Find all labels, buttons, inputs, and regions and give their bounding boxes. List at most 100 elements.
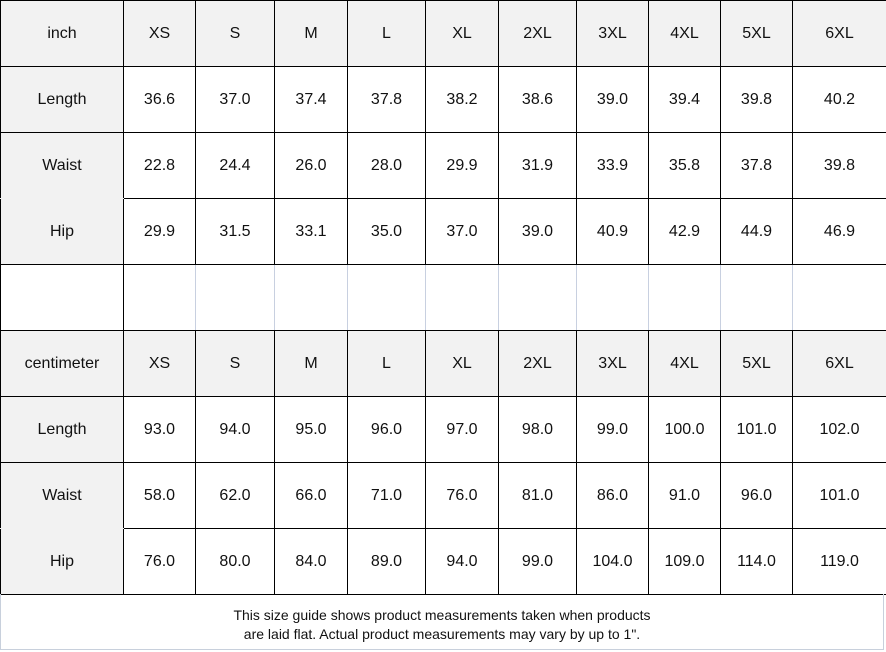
empty-cell [425,264,499,331]
empty-cell [576,264,649,331]
empty-cell [792,264,886,331]
size-header: XL [425,0,499,67]
empty-cell [347,264,426,331]
measurement-value: 101.0 [720,396,793,463]
measurement-value: 102.0 [792,396,886,463]
measurement-value: 80.0 [195,528,275,595]
measurement-value: 35.8 [648,132,721,199]
measurement-value: 100.0 [648,396,721,463]
empty-cell [498,264,577,331]
size-header: L [347,0,426,67]
size-header: 2XL [498,330,577,397]
row-label: Hip [0,528,124,595]
measurement-value: 29.9 [123,198,196,265]
measurement-value: 95.0 [274,396,348,463]
measurement-value: 97.0 [425,396,499,463]
measurement-value: 99.0 [576,396,649,463]
measurement-value: 86.0 [576,462,649,529]
measurement-value: 39.8 [792,132,886,199]
measurement-value: 76.0 [123,528,196,595]
size-header: M [274,330,348,397]
measurement-row: Waist 58.0 62.0 66.0 71.0 76.0 81.0 86.0 91.0 96.… [0,462,886,529]
row-label: Waist [0,462,124,529]
measurement-value: 22.8 [123,132,196,199]
size-guide-note: This size guide shows product measuremen… [0,594,884,650]
measurement-value: 39.4 [648,66,721,133]
empty-cell [648,264,721,331]
measurement-value: 104.0 [576,528,649,595]
measurement-value: 42.9 [648,198,721,265]
header-row: inch XS S M L XL 2XL 3XL 4XL 5XL 6XL [0,0,886,67]
size-header: 3XL [576,0,649,67]
measurement-value: 84.0 [274,528,348,595]
size-header: 2XL [498,0,577,67]
measurement-value: 39.0 [576,66,649,133]
measurement-value: 28.0 [347,132,426,199]
size-header: 5XL [720,330,793,397]
spacer-row [0,264,886,331]
measurement-value: 35.0 [347,198,426,265]
empty-cell [0,264,124,331]
measurement-value: 29.9 [425,132,499,199]
size-header: S [195,0,275,67]
measurement-row: Length 93.0 94.0 95.0 96.0 97.0 98.0 99.0 100.0 1… [0,396,886,463]
measurement-value: 26.0 [274,132,348,199]
measurement-value: 39.8 [720,66,793,133]
measurement-value: 96.0 [347,396,426,463]
measurement-value: 58.0 [123,462,196,529]
measurement-value: 94.0 [425,528,499,595]
measurement-value: 38.6 [498,66,577,133]
measurement-value: 101.0 [792,462,886,529]
measurement-value: 31.5 [195,198,275,265]
measurement-row: Length 36.6 37.0 37.4 37.8 38.2 38.6 39.0 39.4 39… [0,66,886,133]
measurement-value: 94.0 [195,396,275,463]
measurement-value: 33.9 [576,132,649,199]
size-header: XS [123,0,196,67]
measurement-value: 119.0 [792,528,886,595]
size-header: 5XL [720,0,793,67]
unit-label: inch [0,0,124,67]
size-header: 4XL [648,0,721,67]
measurement-value: 96.0 [720,462,793,529]
size-header: XS [123,330,196,397]
row-label: Waist [0,132,124,199]
measurement-value: 37.0 [425,198,499,265]
measurement-row: Hip 76.0 80.0 84.0 89.0 94.0 99.0 104.0 109.0 114… [0,528,886,595]
measurement-value: 33.1 [274,198,348,265]
size-header: 4XL [648,330,721,397]
header-row: centimeter XS S M L XL 2XL 3XL 4XL 5XL 6XL [0,330,886,397]
measurement-value: 98.0 [498,396,577,463]
measurement-value: 114.0 [720,528,793,595]
measurement-value: 71.0 [347,462,426,529]
measurement-value: 37.0 [195,66,275,133]
measurement-value: 91.0 [648,462,721,529]
measurement-row: Waist 22.8 24.4 26.0 28.0 29.9 31.9 33.9 35.8 37.… [0,132,886,199]
size-header: 6XL [792,0,886,67]
measurement-value: 37.8 [347,66,426,133]
measurement-value: 39.0 [498,198,577,265]
measurement-value: 99.0 [498,528,577,595]
note-line-1: This size guide shows product measuremen… [233,607,651,623]
measurement-value: 24.4 [195,132,275,199]
measurement-value: 40.9 [576,198,649,265]
measurement-value: 46.9 [792,198,886,265]
measurement-value: 37.4 [274,66,348,133]
size-header: 3XL [576,330,649,397]
row-label: Length [0,66,124,133]
row-label: Hip [0,198,124,265]
measurement-value: 44.9 [720,198,793,265]
size-header: S [195,330,275,397]
size-header: M [274,0,348,67]
size-chart-table: inch XS S M L XL 2XL 3XL 4XL 5XL 6XL Length 36.6 37.0… [0,0,886,595]
size-header: 6XL [792,330,886,397]
measurement-value: 37.8 [720,132,793,199]
empty-cell [274,264,348,331]
empty-cell [195,264,275,331]
measurement-value: 66.0 [274,462,348,529]
size-header: L [347,330,426,397]
measurement-value: 36.6 [123,66,196,133]
row-label: Length [0,396,124,463]
empty-cell [720,264,793,331]
measurement-value: 31.9 [498,132,577,199]
measurement-value: 62.0 [195,462,275,529]
